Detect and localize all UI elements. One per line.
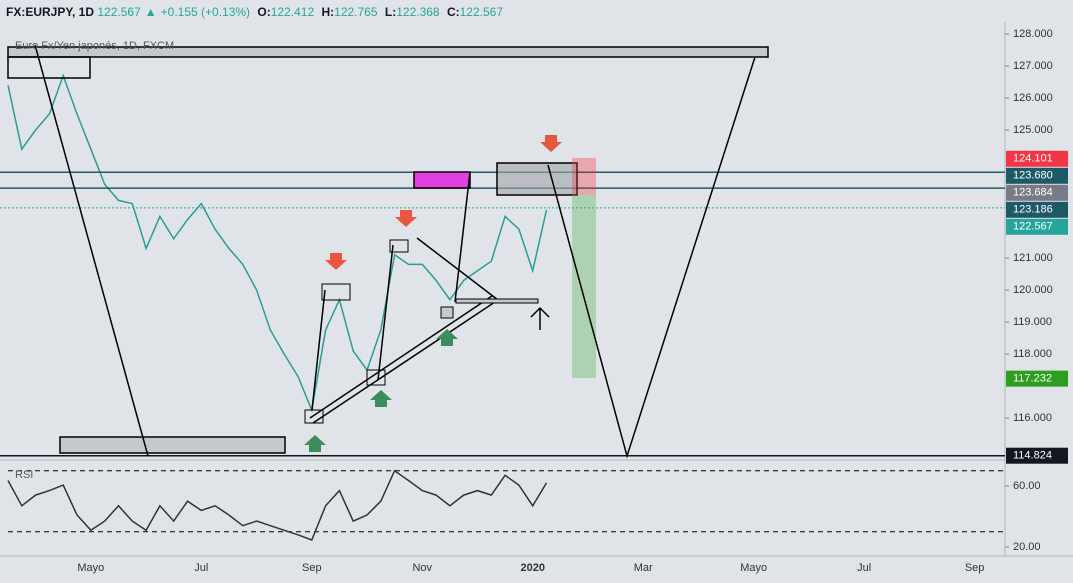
low: 122.368 [396,5,440,19]
y-tick-label: 125.000 [1013,124,1053,136]
price-badge-label: 117.232 [1013,373,1052,385]
price-badge [1006,167,1068,184]
risk-zone [572,158,596,195]
close-label: C: [446,5,460,19]
close: 122.567 [459,5,504,19]
price-badge-label: 123.186 [1013,204,1053,216]
up-arrow [304,435,326,452]
pivot-box [389,239,409,253]
y-tick-label: 119.000 [1013,316,1052,328]
zone-box [413,171,471,189]
zone-box [496,162,578,196]
x-tick-label: Mar [634,562,653,574]
open: 122.412 [270,5,315,19]
y-tick-label: 20.00 [1013,541,1041,553]
high: 122.765 [334,5,378,19]
series-line [7,469,548,541]
y-tick-label: 127.000 [1013,60,1053,72]
triangle-line [309,295,493,419]
price-badge-label: 123.680 [1013,170,1053,182]
swing-line [377,244,394,381]
price-badge [1006,184,1068,201]
pivot-box [304,409,324,424]
price-badge [1006,218,1068,235]
up-arrow [436,329,458,346]
change: +0.155 (+0.13%) [160,5,251,19]
zone-box [455,298,539,304]
x-tick-label: 2020 [520,562,544,574]
x-tick-label: Jul [857,562,871,574]
price-badge [1006,370,1068,387]
zone-box [59,436,286,454]
x-tick-label: Sep [965,562,985,574]
open-label: O: [257,5,271,19]
x-tick-label: Sep [302,562,322,574]
last-price: 122.567 [97,5,141,19]
reward-zone [572,195,596,378]
down-arrow [325,253,347,270]
price-badge [1006,201,1068,218]
price-badge-label: 123.684 [1013,187,1053,199]
up-arrow [370,390,392,407]
price-badge-label: 124.101 [1013,153,1053,165]
projection-line [547,56,756,459]
swing-line [454,171,471,303]
pivot-box [366,369,386,386]
price-badge-label: 122.567 [1013,221,1053,233]
low-label: L: [384,5,397,19]
up-arrow-outline [530,306,550,330]
y-tick-label: 128.000 [1013,28,1053,40]
y-tick-label: 116.000 [1013,412,1052,424]
trend-line [34,44,149,457]
price-badge [1006,150,1068,167]
up-icon: ▲ [144,5,157,19]
x-tick-label: Mayo [77,562,104,574]
down-arrow [540,135,562,152]
x-tick-label: Mayo [740,562,767,574]
chart-title: Euro Fx/Yen japonés, 1D, FXCM [15,40,174,52]
y-tick-label: 121.000 [1013,252,1053,264]
pivot-box [321,283,351,301]
pivot-box [440,306,454,319]
zone-box [7,46,769,58]
header: FX:EURJPY, 1D 122.567 ▲ +0.155 (+0.13%) O:… [6,5,507,19]
x-tick-label: Nov [412,562,432,574]
price-badge-label: 114.824 [1013,450,1052,462]
rsi-title: RSI [15,469,33,481]
y-tick-label: 118.000 [1013,348,1052,360]
high-label: H: [321,5,335,19]
symbol: FX:EURJPY, 1D [6,5,95,19]
drawings [7,44,769,459]
swing-line [311,289,326,411]
x-tick-label: Jul [194,562,208,574]
y-tick-label: 120.000 [1013,284,1053,296]
y-tick-label: 60.00 [1013,480,1041,492]
price-badge [1006,447,1068,464]
down-arrow [395,210,417,227]
y-tick-label: 126.000 [1013,92,1053,104]
zone-box [7,56,91,79]
